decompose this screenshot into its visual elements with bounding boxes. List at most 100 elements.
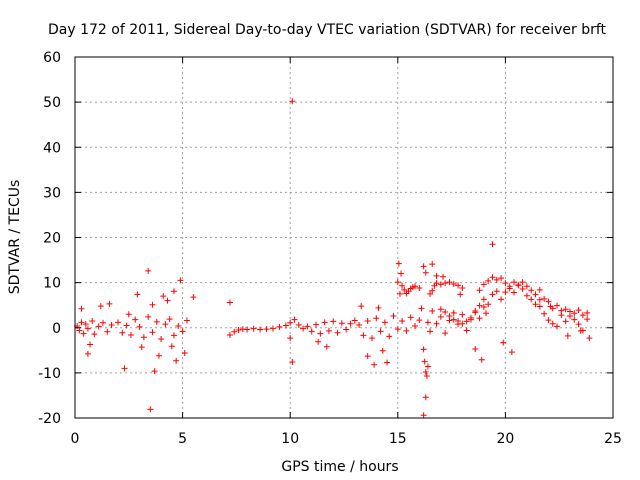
data-point <box>418 305 425 312</box>
data-point <box>493 288 500 295</box>
data-point <box>403 327 410 334</box>
data-point <box>554 302 561 309</box>
data-point <box>123 322 130 329</box>
data-point <box>571 316 578 323</box>
x-tick-label: 10 <box>281 431 299 447</box>
data-point <box>177 277 184 284</box>
data-point <box>155 352 162 359</box>
data-point <box>330 318 337 325</box>
data-point <box>476 302 483 309</box>
y-tick-label: 40 <box>43 140 61 156</box>
data-point <box>564 332 571 339</box>
data-point <box>459 311 466 318</box>
data-point <box>145 267 152 274</box>
data-point <box>584 309 591 316</box>
data-point <box>577 327 584 334</box>
data-point <box>373 315 380 322</box>
y-tick-label: 50 <box>43 95 61 111</box>
chart-title: Day 172 of 2011, Sidereal Day-to-day VTE… <box>48 22 607 38</box>
data-point <box>121 365 128 372</box>
data-point <box>250 325 257 332</box>
data-point <box>104 328 111 335</box>
data-point <box>78 319 85 326</box>
data-point <box>226 331 233 338</box>
data-point <box>442 330 449 337</box>
data-point <box>485 277 492 284</box>
data-point <box>421 358 428 365</box>
data-point <box>399 317 406 324</box>
axis-ticks <box>74 56 614 419</box>
data-point <box>394 279 401 286</box>
data-point <box>151 368 158 375</box>
data-point <box>108 322 115 329</box>
data-point <box>476 315 483 322</box>
data-point <box>493 276 500 283</box>
data-point <box>506 285 513 292</box>
data-point <box>536 303 543 310</box>
data-point <box>323 343 330 350</box>
data-point <box>523 292 530 299</box>
data-point <box>321 319 328 326</box>
data-point <box>282 322 289 329</box>
data-point <box>356 322 363 329</box>
data-point <box>412 322 419 329</box>
data-point <box>315 338 322 345</box>
data-point <box>313 321 320 328</box>
data-point <box>136 323 143 330</box>
y-tick-label: -10 <box>38 366 61 382</box>
data-point <box>127 331 134 338</box>
data-point <box>536 286 543 293</box>
data-point <box>427 328 434 335</box>
data-point <box>422 368 429 375</box>
data-point <box>502 289 509 296</box>
data-point <box>446 279 453 286</box>
x-tick-label: 15 <box>389 431 407 447</box>
data-point <box>231 328 238 335</box>
data-point <box>457 291 464 298</box>
data-point <box>416 317 423 324</box>
data-point <box>226 299 233 306</box>
data-point <box>398 270 405 277</box>
data-point <box>420 346 427 353</box>
data-point <box>463 318 470 325</box>
data-point <box>263 326 270 333</box>
data-point <box>106 300 113 307</box>
data-point <box>125 311 132 318</box>
data-point <box>437 306 444 313</box>
data-point <box>442 280 449 287</box>
data-point <box>289 359 296 366</box>
data-point <box>437 281 444 288</box>
data-point <box>291 316 298 323</box>
data-point <box>160 293 167 300</box>
data-point <box>545 298 552 305</box>
data-point <box>158 336 165 343</box>
data-point <box>95 323 102 330</box>
data-point <box>420 263 427 270</box>
data-point <box>164 297 171 304</box>
x-tick-label: 0 <box>71 431 80 447</box>
data-point <box>97 303 104 310</box>
data-point <box>162 321 169 328</box>
data-point <box>416 285 423 292</box>
data-point <box>472 309 479 316</box>
data-point <box>446 317 453 324</box>
data-point <box>300 325 307 332</box>
data-point <box>450 280 457 287</box>
data-point <box>439 273 446 280</box>
data-point <box>325 327 332 334</box>
data-point <box>115 319 122 326</box>
x-axis-label: GPS time / hours <box>281 459 398 475</box>
data-point <box>89 317 96 324</box>
data-point <box>519 285 526 292</box>
data-point <box>511 279 518 286</box>
data-point <box>500 339 507 346</box>
data-point <box>545 317 552 324</box>
data-point <box>76 327 83 334</box>
data-point <box>287 335 294 342</box>
data-point <box>562 306 569 313</box>
data-point <box>423 373 430 380</box>
data-point <box>541 295 548 302</box>
data-point <box>140 334 147 341</box>
data-point <box>386 333 393 340</box>
data-point <box>257 326 264 333</box>
